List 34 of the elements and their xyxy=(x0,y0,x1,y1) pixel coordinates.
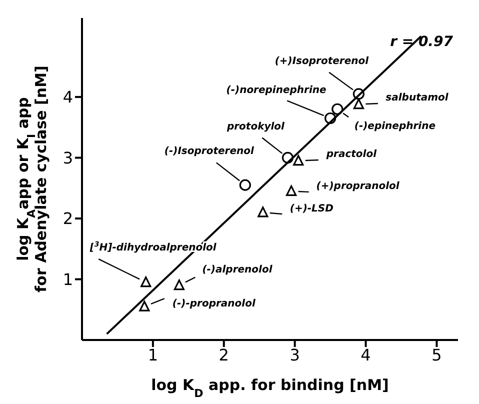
annotation: (-)norepinephrine xyxy=(226,85,327,96)
annotation: (+)-LSD xyxy=(290,203,334,214)
point xyxy=(332,103,344,115)
x-tick-label: 2 xyxy=(218,345,229,364)
point xyxy=(286,185,297,196)
annotation: r = 0.97 xyxy=(390,34,454,50)
point xyxy=(282,152,294,164)
point xyxy=(139,300,150,312)
annotation: practolol xyxy=(325,148,378,160)
point xyxy=(239,179,251,191)
point xyxy=(324,112,336,124)
point xyxy=(293,154,304,166)
annotation: protokylol xyxy=(226,122,286,133)
annotation: salbutamol xyxy=(386,92,449,104)
x-tick-label: 3 xyxy=(290,345,300,364)
x-axis-title: log K$_{D}$ app. for binding [nM] xyxy=(151,376,389,400)
y-tick-label: 3 xyxy=(62,148,73,168)
x-tick-label: 5 xyxy=(432,345,442,364)
point xyxy=(174,280,184,290)
annotation: (-)epinephrine xyxy=(354,121,436,132)
point xyxy=(352,88,364,100)
annotation: (+)propranolol xyxy=(316,181,400,192)
y-tick-label: 1 xyxy=(62,270,73,289)
annotation: (+)Isoproterenol xyxy=(274,56,370,67)
y-tick-label: 4 xyxy=(62,88,73,107)
y-tick-label: 2 xyxy=(62,209,73,228)
annotation: (-)Isoproterenol xyxy=(164,146,254,158)
x-tick-label: 1 xyxy=(148,345,158,364)
x-tick-label: 4 xyxy=(360,345,371,364)
point xyxy=(353,98,364,110)
annotation: (-)-propranolol xyxy=(172,298,256,310)
point xyxy=(258,206,268,218)
annotation: (-)alprenolol xyxy=(202,264,273,276)
point xyxy=(140,276,152,288)
